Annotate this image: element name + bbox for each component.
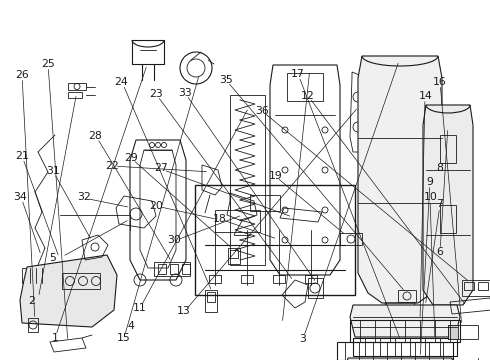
Polygon shape xyxy=(350,305,460,337)
Text: 24: 24 xyxy=(115,77,128,87)
Polygon shape xyxy=(20,255,117,327)
Bar xyxy=(68,83,86,90)
Bar xyxy=(440,205,456,233)
Bar xyxy=(62,273,100,289)
Bar xyxy=(340,233,362,245)
Text: 2: 2 xyxy=(28,296,35,306)
Polygon shape xyxy=(358,56,442,303)
Bar xyxy=(241,275,253,283)
Bar xyxy=(28,318,38,332)
Bar xyxy=(448,325,478,339)
Bar xyxy=(305,275,317,283)
Bar xyxy=(350,320,460,342)
Bar xyxy=(68,92,82,98)
Bar xyxy=(182,264,190,274)
Polygon shape xyxy=(423,105,473,305)
Text: 9: 9 xyxy=(427,177,434,187)
Bar xyxy=(462,280,490,296)
Bar xyxy=(195,185,355,295)
Text: 3: 3 xyxy=(299,334,306,344)
Text: 12: 12 xyxy=(301,91,315,102)
Bar xyxy=(308,278,323,298)
Text: 32: 32 xyxy=(77,192,91,202)
Text: 7: 7 xyxy=(437,199,443,210)
Text: 25: 25 xyxy=(41,59,55,69)
Text: 13: 13 xyxy=(177,306,191,316)
Text: 19: 19 xyxy=(269,171,282,181)
Text: 29: 29 xyxy=(124,153,138,163)
Polygon shape xyxy=(345,358,455,360)
Bar xyxy=(209,275,221,283)
Text: 20: 20 xyxy=(149,201,163,211)
Text: 21: 21 xyxy=(15,150,29,161)
Text: 6: 6 xyxy=(437,247,443,257)
Text: 36: 36 xyxy=(255,106,269,116)
Text: 27: 27 xyxy=(154,163,168,174)
Text: 1: 1 xyxy=(51,333,58,343)
Bar xyxy=(207,292,215,302)
Text: 14: 14 xyxy=(418,91,432,102)
Text: 8: 8 xyxy=(437,163,443,174)
Bar xyxy=(440,135,456,163)
Text: 11: 11 xyxy=(133,303,147,313)
Text: 4: 4 xyxy=(128,321,135,331)
Bar xyxy=(215,210,260,232)
Bar xyxy=(170,264,178,274)
Bar xyxy=(205,290,217,312)
Text: 22: 22 xyxy=(105,161,119,171)
Bar xyxy=(22,268,54,283)
Text: 15: 15 xyxy=(117,333,130,343)
Text: 26: 26 xyxy=(15,70,29,80)
Text: 10: 10 xyxy=(423,192,437,202)
Text: 16: 16 xyxy=(433,77,447,87)
Text: 28: 28 xyxy=(89,131,102,141)
Bar xyxy=(287,73,323,101)
Text: 30: 30 xyxy=(167,235,181,246)
Text: 31: 31 xyxy=(46,166,60,176)
Bar xyxy=(448,325,458,339)
Bar xyxy=(250,195,280,211)
Bar xyxy=(398,290,416,302)
Bar xyxy=(158,264,166,274)
Text: 18: 18 xyxy=(213,214,226,224)
Bar xyxy=(337,342,453,360)
Text: 5: 5 xyxy=(49,253,56,264)
Bar xyxy=(478,282,488,290)
Text: 34: 34 xyxy=(14,192,27,202)
Bar xyxy=(464,282,474,290)
Text: 17: 17 xyxy=(291,69,305,79)
Text: 35: 35 xyxy=(220,75,233,85)
Bar xyxy=(154,262,190,276)
Bar xyxy=(273,275,285,283)
Bar xyxy=(230,250,238,258)
Text: 23: 23 xyxy=(149,89,163,99)
Bar xyxy=(228,248,240,264)
Text: 33: 33 xyxy=(178,88,192,98)
